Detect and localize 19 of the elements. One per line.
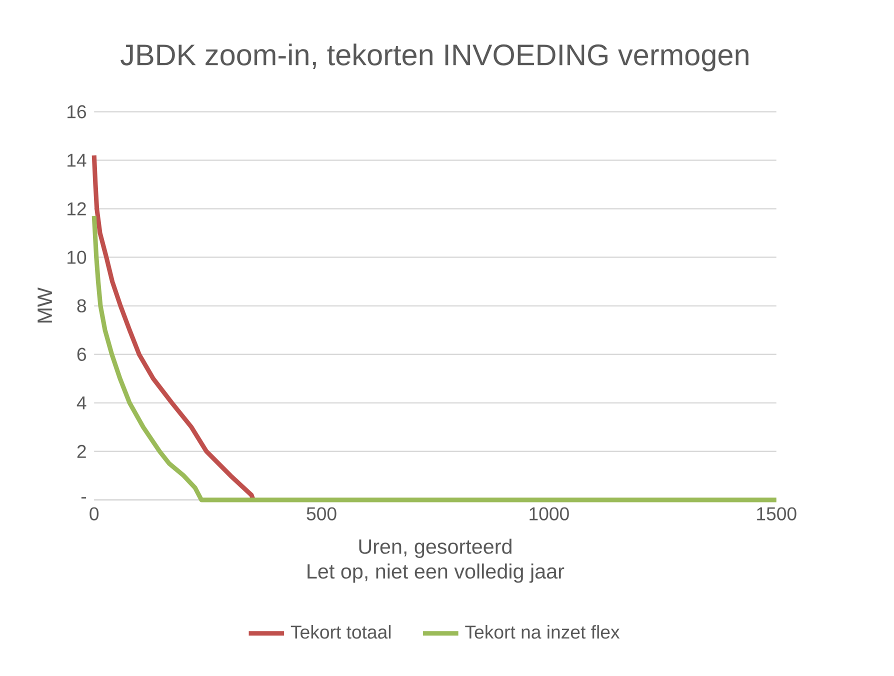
- y-tick-label: 6: [77, 348, 86, 361]
- y-tick-label: 4: [76, 396, 86, 410]
- x-tick-label: 1000: [530, 507, 569, 520]
- y-tick-label: 14: [68, 154, 86, 166]
- x-axis-title: Uren, gesorteerd: [359, 538, 512, 558]
- y-tick-label: 12: [68, 202, 86, 216]
- legend-label: Tekort totaal: [290, 624, 391, 639]
- y-tick-label: 10: [68, 250, 86, 264]
- y-axis-title: MW: [38, 287, 52, 322]
- y-tick-label: 16: [68, 104, 86, 118]
- legend-label: Tekort na inzet flex: [465, 624, 620, 639]
- y-tick-label: -: [81, 496, 86, 498]
- chart-title: JBDK zoom-in, tekorten INVOEDING vermogen: [120, 43, 748, 72]
- x-tick-label: 0: [90, 507, 99, 520]
- text: Let op, niet een volledig jaar: [308, 563, 564, 583]
- x-tick-label: 1500: [757, 507, 796, 520]
- y-tick-label: 2: [77, 444, 86, 458]
- y-tick-label: 8: [77, 299, 86, 312]
- x-tick-label: 500: [306, 507, 336, 520]
